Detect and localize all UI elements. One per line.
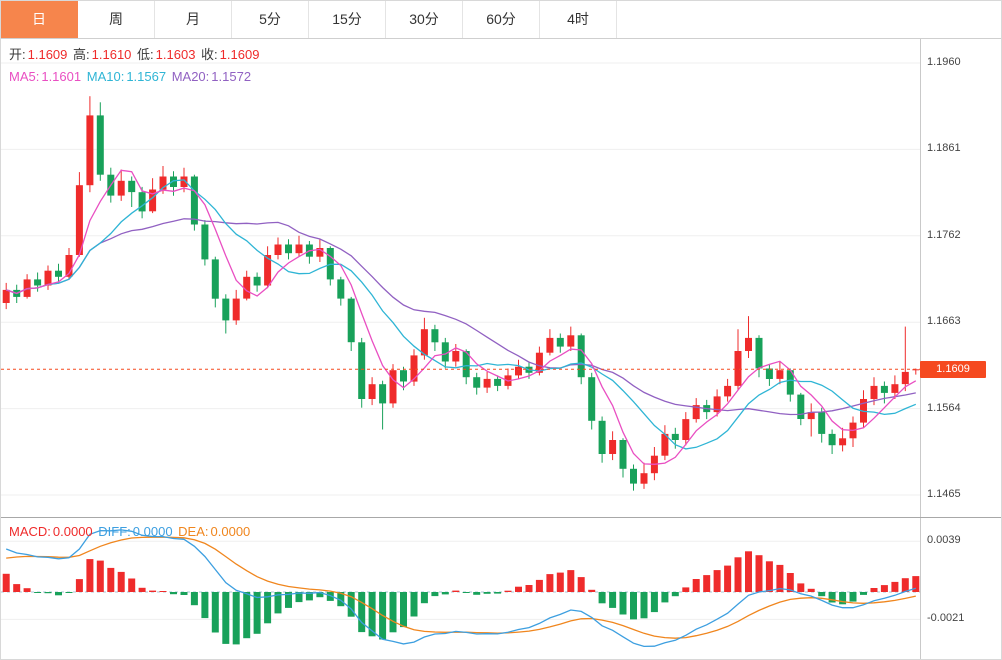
close-label: 收: xyxy=(201,47,218,62)
ma5-label: MA5: xyxy=(9,69,40,84)
macd-axis: 0.0039 -0.0021 xyxy=(920,518,1001,659)
candlestick-chart[interactable] xyxy=(1,39,921,517)
high-label: 高: xyxy=(73,47,90,62)
price-axis-tick: 1.1960 xyxy=(927,56,961,68)
tab-4hour[interactable]: 4时 xyxy=(540,1,617,38)
ma10-value: 1.1567 xyxy=(126,69,167,84)
macd-panel: 0.0039 -0.0021 MACD: 0.0000 DIFF: 0.0000 D… xyxy=(1,518,1001,659)
tab-15min[interactable]: 15分 xyxy=(309,1,386,38)
diff-label: DIFF: xyxy=(98,524,131,539)
macd-axis-tick: 0.0039 xyxy=(927,534,961,546)
price-axis-tick: 1.1564 xyxy=(927,402,961,414)
price-axis-tick: 1.1465 xyxy=(927,488,961,500)
macd-value: 0.0000 xyxy=(52,524,93,539)
low-value: 1.1603 xyxy=(155,47,196,62)
close-value: 1.1609 xyxy=(219,47,260,62)
tab-30min[interactable]: 30分 xyxy=(386,1,463,38)
ma-legend-row: MA5: 1.1601 MA10: 1.1567 MA20: 1.1572 xyxy=(9,66,261,88)
ma10-label: MA10: xyxy=(86,69,125,84)
high-value: 1.1610 xyxy=(91,47,132,62)
price-axis-tick: 1.1762 xyxy=(927,229,961,241)
tab-daily[interactable]: 日 xyxy=(1,1,78,38)
dea-value: 0.0000 xyxy=(210,524,251,539)
macd-legend: MACD: 0.0000 DIFF: 0.0000 DEA: 0.0000 xyxy=(9,521,252,543)
ohlc-legend-row: 开: 1.1609 高: 1.1610 低: 1.1603 收: 1.1609 xyxy=(9,44,261,66)
ma5-value: 1.1601 xyxy=(41,69,82,84)
tab-weekly[interactable]: 周 xyxy=(78,1,155,38)
open-label: 开: xyxy=(9,47,26,62)
macd-label: MACD: xyxy=(9,524,51,539)
low-label: 低: xyxy=(137,47,154,62)
tab-5min[interactable]: 5分 xyxy=(232,1,309,38)
dea-label: DEA: xyxy=(178,524,209,539)
open-value: 1.1609 xyxy=(27,47,68,62)
price-axis-tick: 1.1861 xyxy=(927,142,961,154)
tab-60min[interactable]: 60分 xyxy=(463,1,540,38)
macd-chart[interactable] xyxy=(1,518,921,659)
ma20-value: 1.1572 xyxy=(211,69,252,84)
price-axis-tick: 1.1663 xyxy=(927,315,961,327)
diff-value: 0.0000 xyxy=(132,524,173,539)
main-legend: 开: 1.1609 高: 1.1610 低: 1.1603 收: 1.1609 MA5:… xyxy=(9,44,261,88)
timeframe-toolbar: 日 周 月 5分 15分 30分 60分 4时 xyxy=(1,1,1001,39)
ma20-label: MA20: xyxy=(171,69,210,84)
last-price-tag: 1.1609 xyxy=(920,361,986,378)
main-chart-panel: 1.1960 1.1861 1.1762 1.1663 1.1564 1.146… xyxy=(1,39,1001,518)
macd-axis-tick: -0.0021 xyxy=(927,612,965,624)
tab-monthly[interactable]: 月 xyxy=(155,1,232,38)
price-axis: 1.1960 1.1861 1.1762 1.1663 1.1564 1.146… xyxy=(920,39,1001,517)
